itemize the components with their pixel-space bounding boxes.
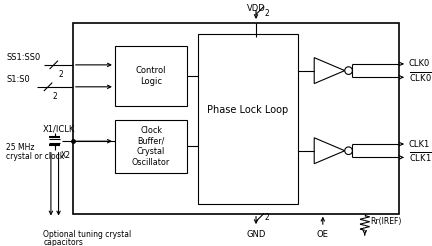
Text: CLK1: CLK1 — [409, 139, 430, 149]
Text: S1:S0: S1:S0 — [6, 75, 30, 84]
Bar — [115, 120, 187, 173]
Text: Control
Logic: Control Logic — [136, 66, 166, 86]
Bar — [73, 23, 399, 214]
Text: 25 MHz: 25 MHz — [6, 143, 35, 152]
Text: capacitors: capacitors — [43, 238, 83, 246]
Text: Clock
Buffer/
Crystal
Oscillator: Clock Buffer/ Crystal Oscillator — [132, 126, 170, 167]
Text: 2: 2 — [265, 9, 270, 18]
Text: Rr(IREF): Rr(IREF) — [371, 217, 402, 226]
Text: OE: OE — [317, 230, 329, 239]
Text: X1/ICLK: X1/ICLK — [42, 124, 75, 134]
Bar — [198, 34, 298, 204]
Text: VDD: VDD — [247, 4, 265, 13]
Bar — [115, 46, 187, 106]
Text: X2: X2 — [60, 151, 70, 160]
Text: 2: 2 — [53, 92, 57, 101]
Polygon shape — [314, 58, 345, 84]
Text: $\overline{\rm CLK0}$: $\overline{\rm CLK0}$ — [409, 70, 432, 84]
Text: GND: GND — [246, 230, 266, 239]
Text: crystal or clock: crystal or clock — [6, 152, 64, 161]
Text: Optional tuning crystal: Optional tuning crystal — [43, 230, 131, 239]
Text: CLK0: CLK0 — [409, 60, 430, 68]
Polygon shape — [314, 138, 345, 164]
Circle shape — [345, 67, 353, 74]
Text: SS1:SS0: SS1:SS0 — [6, 53, 40, 62]
Text: 2: 2 — [59, 70, 64, 79]
Text: Phase Lock Loop: Phase Lock Loop — [207, 105, 289, 115]
Circle shape — [345, 147, 353, 154]
Text: $\overline{\rm CLK1}$: $\overline{\rm CLK1}$ — [409, 150, 432, 164]
Text: 2: 2 — [265, 213, 270, 222]
